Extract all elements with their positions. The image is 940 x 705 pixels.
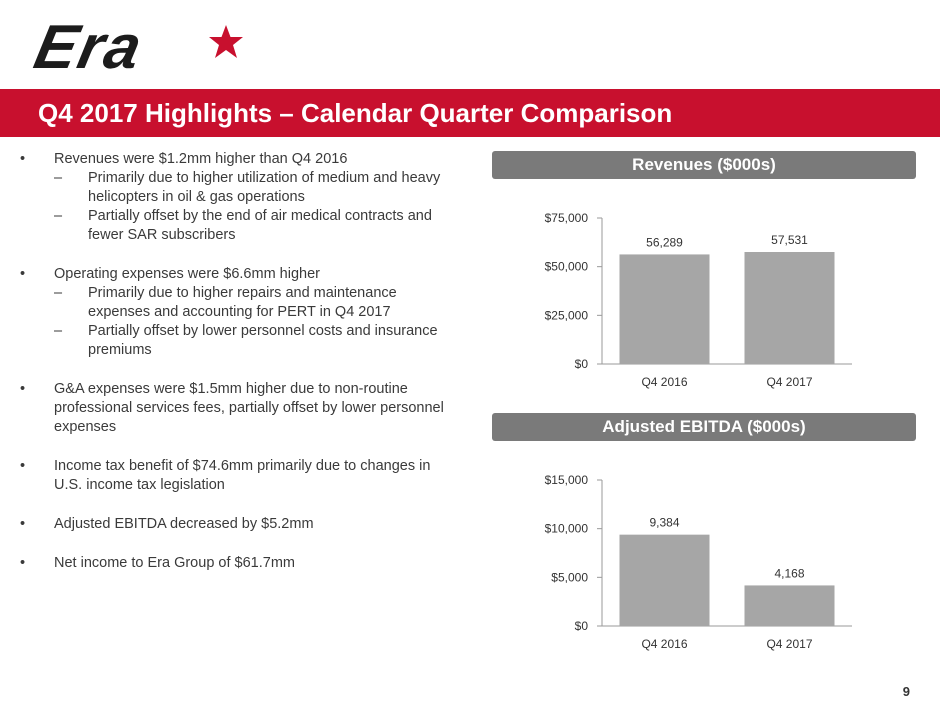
chart-svg: $0 $25,000 $50,000 $75,000 56,289 Q4 2016 57,5… xyxy=(545,211,852,389)
bar xyxy=(744,252,835,364)
bullet-spacer xyxy=(20,360,460,380)
y-tick-label: $75,000 xyxy=(545,211,589,225)
y-tick-label: $50,000 xyxy=(545,260,589,274)
y-tick-label: $5,000 xyxy=(551,570,588,584)
bullet-text: Operating expenses were $6.6mm higher xyxy=(54,266,320,282)
y-tick-label: $10,000 xyxy=(545,522,589,536)
bullet-marker: • xyxy=(20,151,26,167)
bullet-item: • G&A expenses were $1.5mm higher due to … xyxy=(20,380,460,437)
y-tick-label: $15,000 xyxy=(545,473,589,487)
y-tick-label: $25,000 xyxy=(545,308,589,322)
bullet-text: Income tax benefit of $74.6mm primarily … xyxy=(54,458,431,493)
bullet-item: • Operating expenses were $6.6mm higher xyxy=(20,265,460,284)
data-label: 9,384 xyxy=(649,516,679,530)
title-bar: Q4 2017 Highlights – Calendar Quarter Co… xyxy=(0,89,940,137)
bullet-marker: • xyxy=(20,458,26,474)
sub-bullet-marker: – xyxy=(54,208,63,224)
highlights-list: • Revenues were $1.2mm higher than Q4 201… xyxy=(20,150,460,573)
x-tick-label: Q4 2017 xyxy=(766,637,812,651)
revenues-chart: $0 $25,000 $50,000 $75,000 56,289 Q4 2016 57,5… xyxy=(492,190,916,390)
sub-bullet-text: Primarily due to higher utilization of m… xyxy=(88,170,441,205)
bullet-marker: • xyxy=(20,381,26,397)
y-tick-label: $0 xyxy=(575,619,589,633)
sub-bullet-text: Partially offset by lower personnel cost… xyxy=(88,323,438,358)
sub-bullet-marker: – xyxy=(54,285,63,301)
bar xyxy=(619,534,710,626)
sub-bullet-text: Primarily due to higher repairs and main… xyxy=(88,285,397,320)
ebitda-panel-header: Adjusted EBITDA ($000s) xyxy=(492,413,916,441)
ebitda-chart: $0 $5,000 $10,000 $15,000 9,384 Q4 2016 4,168 Q… xyxy=(492,452,916,652)
sub-bullet-item: – Partially offset by the end of air medi… xyxy=(20,207,460,245)
bullet-item: • Income tax benefit of $74.6mm primarily… xyxy=(20,457,460,495)
bullet-spacer xyxy=(20,437,460,457)
bullet-marker: • xyxy=(20,266,26,282)
data-label: 56,289 xyxy=(646,235,683,249)
bullet-spacer xyxy=(20,245,460,265)
revenues-panel-header: Revenues ($000s) xyxy=(492,151,916,179)
era-logo: Era xyxy=(29,13,250,82)
sub-bullet-marker: – xyxy=(54,323,63,339)
chart-svg: $0 $5,000 $10,000 $15,000 9,384 Q4 2016 4,168 Q… xyxy=(545,473,852,651)
data-label: 4,168 xyxy=(774,566,804,580)
bullet-marker: • xyxy=(20,555,26,571)
page-title: Q4 2017 Highlights – Calendar Quarter Co… xyxy=(38,98,673,128)
bullet-spacer xyxy=(20,495,460,515)
y-tick-label: $0 xyxy=(575,357,589,371)
logo-wordmark: Era xyxy=(28,13,150,82)
x-tick-label: Q4 2017 xyxy=(766,375,812,389)
bullet-text: G&A expenses were $1.5mm higher due to n… xyxy=(54,381,444,435)
bullet-marker: • xyxy=(20,516,26,532)
x-tick-label: Q4 2016 xyxy=(641,637,687,651)
sub-bullet-text: Partially offset by the end of air medic… xyxy=(88,208,432,243)
bullet-item: • Revenues were $1.2mm higher than Q4 201… xyxy=(20,150,460,169)
bar xyxy=(619,254,710,364)
bullet-text: Net income to Era Group of $61.7mm xyxy=(54,555,295,571)
page-number: 9 xyxy=(902,684,910,699)
star-icon xyxy=(209,25,243,58)
x-tick-label: Q4 2016 xyxy=(641,375,687,389)
sub-bullet-marker: – xyxy=(54,170,63,186)
bullet-spacer xyxy=(20,534,460,554)
sub-bullet-item: – Partially offset by lower personnel cos… xyxy=(20,322,460,360)
data-label: 57,531 xyxy=(771,233,808,247)
bullet-item: • Adjusted EBITDA decreased by $5.2mm xyxy=(20,515,460,534)
bullet-text: Revenues were $1.2mm higher than Q4 2016 xyxy=(54,151,348,167)
sub-bullet-item: – Primarily due to higher repairs and mai… xyxy=(20,284,460,322)
bar xyxy=(744,585,835,626)
sub-bullet-item: – Primarily due to higher utilization of … xyxy=(20,169,460,207)
bullet-text: Adjusted EBITDA decreased by $5.2mm xyxy=(54,516,314,532)
bullet-item: • Net income to Era Group of $61.7mm xyxy=(20,554,460,573)
